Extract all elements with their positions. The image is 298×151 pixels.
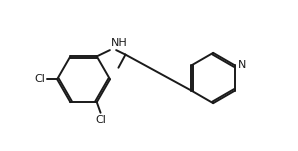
Text: Cl: Cl (35, 74, 46, 84)
Text: Cl: Cl (95, 115, 106, 125)
Text: N: N (238, 60, 247, 70)
Text: NH: NH (111, 38, 127, 48)
